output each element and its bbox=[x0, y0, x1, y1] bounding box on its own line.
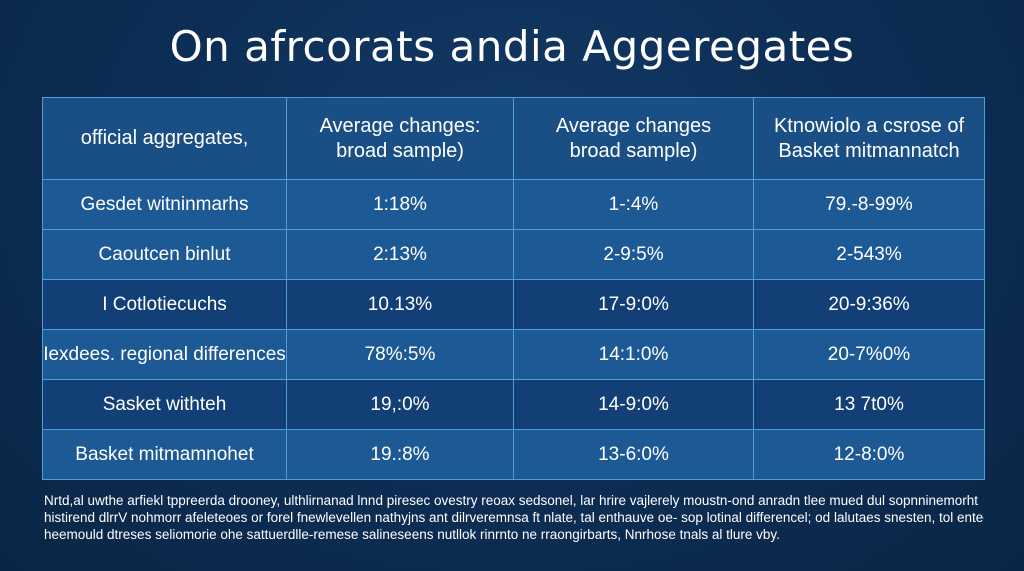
table-cell: Basket mitmamnohet bbox=[42, 429, 287, 480]
table-cell: I Cotlotiecuchs bbox=[42, 279, 287, 330]
table-header-row: official aggregates, Average changes: br… bbox=[42, 97, 985, 180]
table-cell: 17-9:0% bbox=[513, 279, 754, 330]
table-cell: 20-7%0% bbox=[753, 329, 985, 380]
table-cell: 1-:4% bbox=[513, 179, 754, 230]
table-row: Basket mitmamnohet 19.:8% 13-6:0% 12-8:0… bbox=[42, 429, 985, 480]
table-cell: Gesdet witninmarhs bbox=[42, 179, 287, 230]
table-cell: 79.-8-99% bbox=[753, 179, 985, 230]
footnote-line: heemould dtreses seliomorie ohe sattuerd… bbox=[44, 527, 780, 542]
table-cell: 2:13% bbox=[286, 229, 514, 280]
table-cell: 14-9:0% bbox=[513, 379, 754, 430]
page-title: On afrcorats andia Aggeregates bbox=[169, 22, 855, 71]
table-cell: 13-6:0% bbox=[513, 429, 754, 480]
table-row: Caoutcen binlut 2:13% 2-9:5% 2-543% bbox=[42, 229, 985, 280]
header-line: Basket mitmannatch bbox=[778, 139, 960, 162]
table-cell: 12-8:0% bbox=[753, 429, 985, 480]
header-line: official aggregates, bbox=[80, 127, 249, 149]
table-cell: 2-9:5% bbox=[513, 229, 754, 280]
table-cell: 19,:0% bbox=[286, 379, 514, 430]
table-cell: Sasket withteh bbox=[42, 379, 287, 430]
table-cell: 20-9:36% bbox=[753, 279, 985, 330]
header-average-changes-2: Average changes broad sample) bbox=[513, 97, 754, 180]
header-basket-mismatch: Ktnowiolo a csrose of Basket mitmannatch bbox=[753, 97, 985, 180]
table-row: Gesdet witninmarhs 1:18% 1-:4% 79.-8-99% bbox=[42, 179, 985, 230]
table-cell: Caoutcen binlut bbox=[42, 229, 287, 280]
table-row: Iexdees. regional differences 78%:5% 14:… bbox=[42, 329, 985, 380]
header-line: Average changes bbox=[555, 114, 712, 137]
aggregates-table: official aggregates, Average changes: br… bbox=[42, 97, 985, 480]
table-row: I Cotlotiecuchs 10.13% 17-9:0% 20-9:36% bbox=[42, 279, 985, 330]
table-cell: 14:1:0% bbox=[513, 329, 754, 380]
table-cell: 78%:5% bbox=[286, 329, 514, 380]
table-cell: Iexdees. regional differences bbox=[42, 329, 287, 380]
header-official-aggregates: official aggregates, bbox=[42, 97, 287, 180]
footnote-line: Nrtd,al uwthe arfiekl tppreerda drooney,… bbox=[44, 493, 979, 508]
table-cell: 19.:8% bbox=[286, 429, 514, 480]
table-cell: 1:18% bbox=[286, 179, 514, 230]
table-cell: 10.13% bbox=[286, 279, 514, 330]
header-line: broad sample) bbox=[569, 139, 698, 162]
header-average-changes-1: Average changes: broad sample) bbox=[286, 97, 514, 180]
table-cell: 13 7t0% bbox=[753, 379, 985, 430]
table-row: Sasket withteh 19,:0% 14-9:0% 13 7t0% bbox=[42, 379, 985, 430]
table-cell: 2-543% bbox=[753, 229, 985, 280]
header-line: broad sample) bbox=[336, 139, 464, 162]
header-line: Average changes: bbox=[319, 114, 481, 137]
footnote-line: histirend dlrrV nohmorr afeleteoes or fo… bbox=[44, 510, 984, 525]
header-line: Ktnowiolo a csrose of bbox=[773, 114, 965, 137]
footnote: Nrtd,al uwthe arfiekl tppreerda drooney,… bbox=[44, 492, 984, 543]
